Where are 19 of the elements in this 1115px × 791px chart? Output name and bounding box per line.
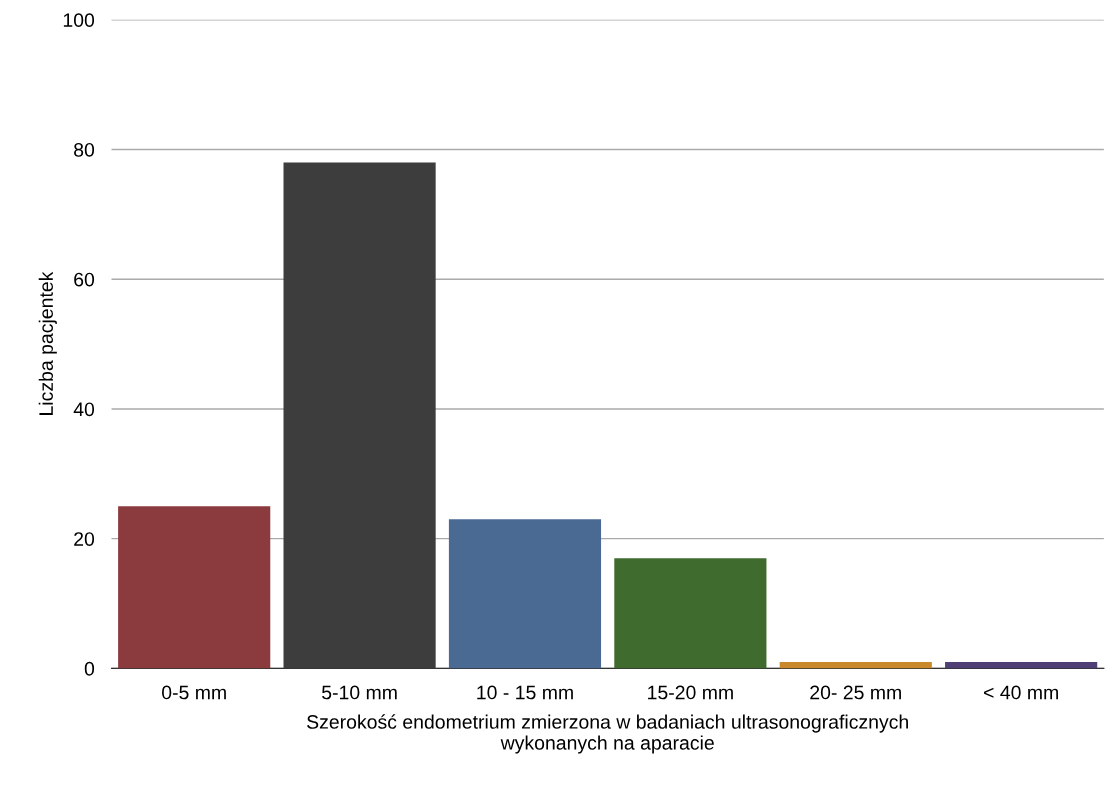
bar xyxy=(779,661,932,669)
bar xyxy=(614,558,767,669)
x-tick-label: 20- 25 mm xyxy=(810,685,901,700)
x-tick-label: 5-10 mm xyxy=(322,685,397,700)
bar xyxy=(945,661,1098,669)
y-tick-label: 20 xyxy=(74,532,95,546)
x-tick-label: 15-20 mm xyxy=(648,685,733,700)
y-tick-label: 80 xyxy=(74,142,95,157)
y-tick-label: 100 xyxy=(63,13,95,28)
x-tick-label: 10 - 15 mm xyxy=(477,685,573,700)
y-tick-label: 0 xyxy=(84,661,95,676)
y-axis-title: Liczba pacjentek xyxy=(38,271,57,415)
x-axis-title: Szerokość endometrium zmierzona w badaniach ultrasonograficznych wykonanych na aparacie xyxy=(307,714,908,754)
bar xyxy=(118,506,271,669)
x-tick-label: 0-5 mm xyxy=(162,685,226,700)
y-tick-label: 60 xyxy=(74,272,95,287)
x-tick-label: < 40 mm xyxy=(984,685,1058,700)
bar xyxy=(448,519,602,669)
y-tick-label: 40 xyxy=(73,402,95,417)
